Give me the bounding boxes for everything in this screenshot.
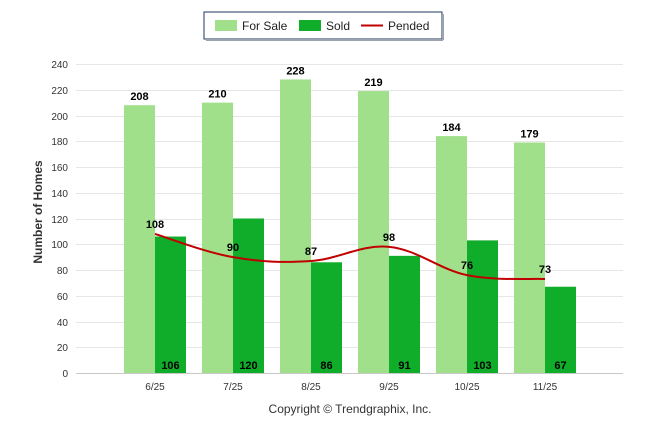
legend-label-pended: Pended [388, 19, 429, 33]
y-tick-label: 180 [51, 137, 68, 148]
bar-sold [233, 218, 264, 373]
y-tick-label: 60 [57, 292, 69, 303]
pended-line [154, 232, 546, 281]
data-label-pended: 90 [227, 242, 239, 254]
x-tick-label: 11/25 [533, 382, 558, 393]
data-label-sold: 120 [239, 360, 257, 372]
data-label-for-sale: 184 [442, 122, 461, 134]
bar-sold [311, 262, 342, 373]
bar-sold [545, 286, 576, 373]
chart-credit: Copyright © Trendgraphix, Inc. [269, 402, 432, 416]
data-label-for-sale: 208 [130, 91, 148, 103]
y-tick-label: 40 [57, 318, 69, 329]
legend-label-for-sale: For Sale [242, 19, 288, 33]
y-tick-label: 100 [51, 240, 68, 251]
y-tick-label: 120 [51, 215, 68, 226]
bars [124, 79, 576, 373]
x-tick-label: 9/25 [379, 382, 399, 393]
bar-for-sale [124, 105, 155, 373]
x-tick-label: 8/25 [301, 382, 321, 393]
y-tick-label: 20 [57, 343, 69, 354]
bar-for-sale [514, 142, 545, 373]
pended-line-series [154, 232, 546, 281]
legend-swatch-for-sale [215, 20, 237, 31]
data-label-for-sale: 179 [520, 129, 538, 141]
x-tick-label: 7/25 [223, 382, 243, 393]
y-tick-label: 80 [57, 266, 69, 277]
bar-for-sale [202, 102, 233, 373]
data-label-pended: 87 [305, 246, 317, 258]
y-tick-label: 240 [51, 60, 68, 71]
data-label-sold: 103 [473, 360, 491, 372]
bar-for-sale [358, 91, 389, 373]
bar-sold [389, 255, 420, 373]
data-label-sold: 67 [554, 360, 566, 372]
data-label-sold: 91 [398, 360, 410, 372]
data-label-pended: 108 [146, 219, 164, 231]
x-axis-ticks: 6/25 7/25 8/25 9/25 10/25 11/25 [145, 382, 557, 393]
bar-for-sale [280, 79, 311, 373]
data-labels: 208 106 210 120 228 86 219 91 184 103 179 67 108 90 87… [130, 65, 566, 372]
data-label-sold: 86 [320, 360, 332, 372]
y-tick-label: 140 [51, 189, 68, 200]
data-label-for-sale: 219 [364, 77, 382, 89]
y-tick-label: 220 [51, 86, 68, 97]
y-tick-label: 160 [51, 163, 68, 174]
legend-label-sold: Sold [326, 19, 350, 33]
chart-legend: For Sale Sold Pended [203, 11, 444, 41]
y-axis-ticks: 0 20 40 60 80 100 120 140 160 180 200 220 240 [51, 60, 68, 380]
data-label-pended: 73 [539, 264, 551, 276]
bar-for-sale [436, 136, 467, 373]
y-axis-title: Number of Homes [31, 160, 45, 264]
x-tick-label: 6/25 [145, 382, 165, 393]
data-label-sold: 106 [161, 360, 179, 372]
y-tick-label: 0 [62, 369, 68, 380]
bar-sold [467, 240, 498, 373]
x-tick-label: 10/25 [454, 382, 479, 393]
y-tick-label: 200 [51, 112, 68, 123]
data-label-pended: 76 [461, 260, 473, 272]
data-label-for-sale: 228 [286, 65, 304, 77]
data-label-pended: 98 [383, 232, 395, 244]
data-label-for-sale: 210 [208, 89, 226, 101]
legend-swatch-sold [299, 20, 321, 31]
bar-sold [155, 236, 186, 373]
